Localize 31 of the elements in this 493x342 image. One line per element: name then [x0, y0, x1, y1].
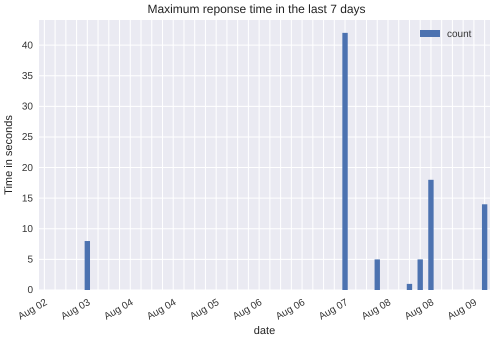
x-tick-label: Aug 04: [102, 296, 136, 323]
x-tick-label: Aug 07: [317, 296, 350, 323]
bar: [342, 32, 348, 290]
x-tick-label: Aug 05: [188, 296, 222, 323]
x-tick-label: Aug 03: [59, 296, 93, 323]
bar: [482, 204, 488, 290]
x-axis-title: date: [254, 325, 276, 337]
y-tick-label: 40: [22, 40, 34, 52]
y-tick-label: 10: [22, 224, 34, 235]
x-tick-label: Aug 06: [231, 296, 265, 323]
y-tick-label: 5: [27, 254, 34, 266]
y-tick-label: 15: [22, 193, 34, 204]
y-tick-label: 30: [22, 102, 34, 113]
bar: [428, 180, 434, 290]
bar: [84, 241, 90, 290]
y-tick-label: 0: [27, 285, 34, 296]
legend-label: count: [447, 29, 472, 40]
bar: [374, 259, 380, 290]
chart-title: Maximum reponse time in the last 7 days: [147, 2, 366, 16]
y-axis-title: Time in seconds: [3, 114, 15, 195]
y-tick-label: 35: [22, 70, 34, 82]
x-tick-label: Aug 04: [145, 296, 179, 323]
y-tick-label: 20: [22, 162, 34, 174]
y-tick-label: 25: [22, 132, 34, 144]
x-tick-label: Aug 08: [402, 296, 436, 323]
bar: [418, 259, 423, 290]
x-tick-label: Aug 09: [446, 296, 480, 323]
x-tick-label: Aug 06: [274, 296, 308, 323]
x-tick-label: Aug 08: [360, 296, 394, 323]
bar: [406, 284, 412, 290]
x-tick-label: Aug 02: [16, 296, 50, 323]
